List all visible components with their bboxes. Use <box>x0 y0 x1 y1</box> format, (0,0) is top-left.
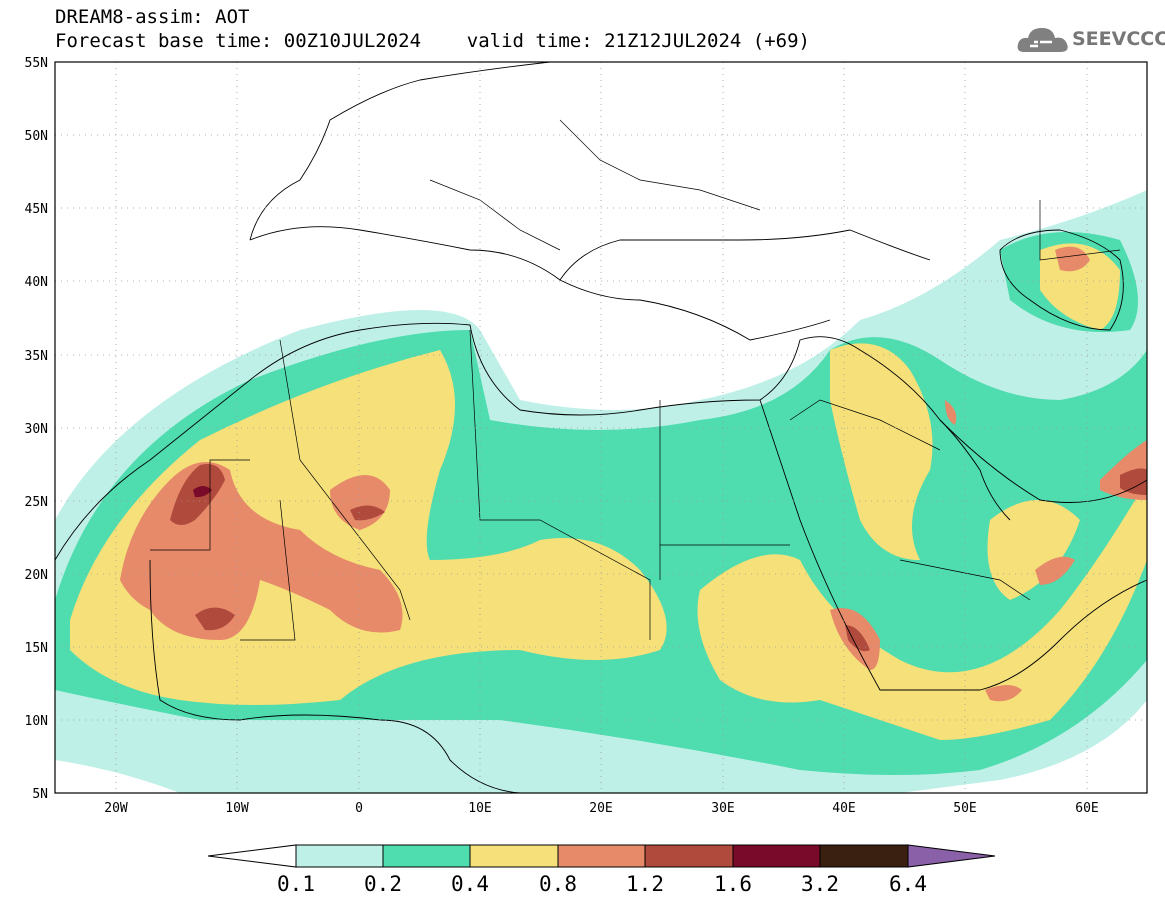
lon-tick-label: 10E <box>468 801 491 816</box>
colorbar-label: 1.6 <box>714 872 752 896</box>
logo-text: SEEVCCC <box>1072 28 1165 50</box>
forecast-time-line: Forecast base time: 00Z10JUL2024 valid t… <box>55 30 810 52</box>
coastlines <box>55 62 1147 793</box>
graticule <box>55 62 1147 793</box>
lon-tick-label: 50E <box>953 801 976 816</box>
colorbar: 0.1 0.2 0.4 0.8 1.2 1.6 3.2 6.4 <box>207 844 996 896</box>
colorbar-bin <box>732 844 821 868</box>
lat-tick-label: 20N <box>25 568 48 583</box>
lat-tick-label: 15N <box>25 641 48 656</box>
lat-tick-label: 40N <box>25 275 48 290</box>
country-borders <box>150 119 1121 641</box>
colorbar-label: 0.2 <box>364 872 402 896</box>
lon-tick-label: 20E <box>589 801 612 816</box>
colorbar-bin <box>295 844 384 868</box>
colorbar-bin <box>644 844 734 868</box>
lat-tick-label: 55N <box>25 56 48 71</box>
colorbar-bin <box>469 844 559 868</box>
colorbar-bin <box>819 844 909 868</box>
lon-axis: 20W 10W 0 10E 20E 30E 40E 50E 60E <box>104 801 1098 816</box>
colorbar-label: 1.2 <box>626 872 664 896</box>
colorbar-label: 6.4 <box>889 872 927 896</box>
map-title: DREAM8-assim: AOT <box>55 6 250 28</box>
colorbar-label: 0.8 <box>539 872 577 896</box>
colorbar-lower-arrow <box>207 844 297 868</box>
colorbar-upper-arrow <box>907 844 996 868</box>
lon-tick-label: 20W <box>104 801 128 816</box>
colorbar-label: 0.1 <box>277 872 315 896</box>
lat-tick-label: 25N <box>25 495 48 510</box>
colorbar-bin <box>557 844 646 868</box>
lon-tick-label: 40E <box>832 801 855 816</box>
lon-tick-label: 60E <box>1075 801 1098 816</box>
lon-tick-label: 0 <box>355 801 363 816</box>
lat-tick-label: 45N <box>25 202 48 217</box>
lat-tick-label: 10N <box>25 714 48 729</box>
lat-tick-label: 30N <box>25 422 48 437</box>
colorbar-label: 0.4 <box>451 872 489 896</box>
colorbar-label: 3.2 <box>801 872 839 896</box>
lon-tick-label: 30E <box>711 801 734 816</box>
lat-tick-label: 35N <box>25 349 48 364</box>
lat-axis: 55N 50N 45N 40N 35N 30N 25N 20N 15N 10N … <box>25 56 48 802</box>
lat-tick-label: 5N <box>32 787 48 802</box>
map-frame <box>54 61 1148 794</box>
cloud-logo-icon <box>1017 28 1068 52</box>
aot-contour-1.6 <box>193 486 212 498</box>
lat-tick-label: 50N <box>25 129 48 144</box>
aot-field <box>55 62 1147 793</box>
colorbar-bin <box>382 844 471 868</box>
lon-tick-label: 10W <box>225 801 249 816</box>
